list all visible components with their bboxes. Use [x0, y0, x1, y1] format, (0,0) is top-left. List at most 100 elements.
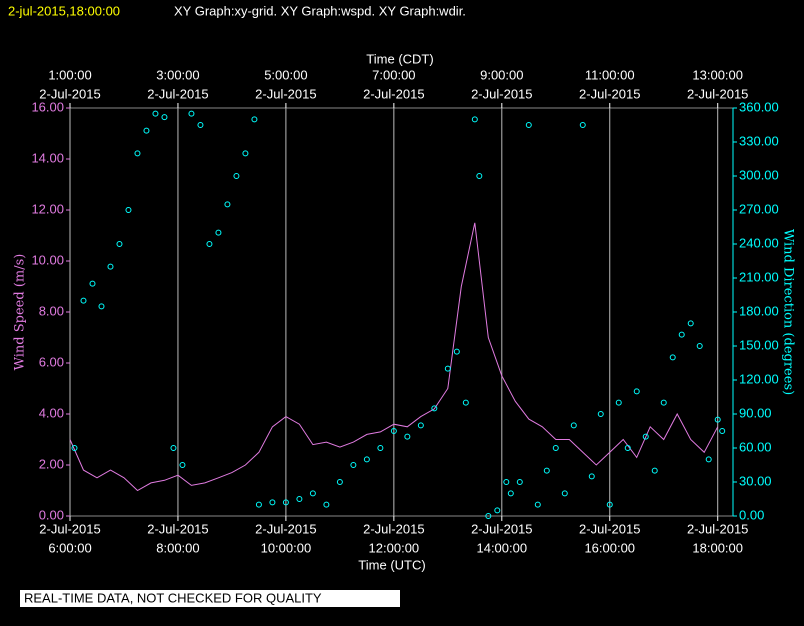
wind-direction-point — [116, 241, 123, 247]
wind-direction-point — [323, 501, 330, 508]
y-tick-label: 14.00 — [31, 150, 64, 165]
wind-direction-point — [134, 150, 141, 157]
wind-direction-point — [71, 445, 78, 451]
y2-tick-label: 90.00 — [739, 405, 772, 420]
y-tick-label: 6.00 — [39, 354, 64, 369]
x2-tick-label: 2-Jul-2015 — [147, 86, 208, 101]
wind-direction-point — [687, 320, 694, 327]
x-tick-label: 6:00:00 — [48, 540, 91, 555]
wind-direction-point — [579, 122, 586, 128]
wind-direction-point — [431, 405, 438, 412]
x2-tick-label: 2-Jul-2015 — [579, 86, 640, 101]
wind-direction-point — [282, 499, 289, 506]
wind-direction-point — [507, 490, 514, 497]
wind-direction-point — [161, 114, 168, 121]
x2-tick-label: 2-Jul-2015 — [687, 86, 748, 101]
y-tick-label: 4.00 — [39, 405, 64, 420]
x-tick-label: 2-Jul-2015 — [147, 521, 208, 536]
wind-direction-point — [503, 479, 510, 485]
footer: REAL-TIME DATA, NOT CHECKED FOR QUALITY — [24, 590, 322, 605]
wind-direction-point — [98, 303, 105, 310]
wind-direction-point — [471, 116, 478, 123]
y2-tick-label: 0.00 — [739, 507, 764, 522]
x2-tick-label: 9:00:00 — [480, 67, 523, 82]
y2-tick-label: 300.00 — [739, 167, 779, 182]
wind-direction-point — [615, 399, 622, 406]
x2-tick-label: 5:00:00 — [264, 67, 307, 82]
x-tick-label: 8:00:00 — [156, 540, 199, 555]
wind-direction-point — [242, 150, 249, 157]
wind-direction-point — [714, 416, 721, 423]
wind-direction-point — [107, 263, 114, 270]
wind-direction-point — [80, 297, 87, 304]
y-tick-label: 8.00 — [39, 303, 64, 318]
wind-direction-point — [485, 513, 492, 519]
footer-box — [20, 590, 400, 607]
x2-tick-label: 2-Jul-2015 — [471, 86, 532, 101]
wind-direction-point — [462, 399, 469, 406]
wind-direction-point — [494, 507, 501, 514]
wind-direction-point — [404, 433, 411, 440]
wind-direction-point — [377, 445, 384, 451]
wind-direction-point — [696, 343, 703, 349]
wind-direction-point — [570, 422, 577, 429]
x2-tick-label: 2-Jul-2015 — [363, 86, 424, 101]
wind-direction-point — [309, 490, 316, 497]
x-tick-label: 2-Jul-2015 — [579, 521, 640, 536]
x2-tick-label: 11:00:00 — [585, 67, 635, 82]
x-tick-label: 2-Jul-2015 — [39, 521, 100, 536]
y2-tick-label: 360.00 — [739, 99, 779, 114]
wind-direction-point — [525, 122, 532, 128]
wind-direction-point — [206, 241, 213, 247]
y2-tick-label: 270.00 — [739, 201, 779, 216]
wind-direction-point — [350, 462, 357, 468]
wind-direction-point — [125, 207, 132, 213]
x-tick-label: 10:00:00 — [261, 540, 312, 555]
wind-direction-point — [516, 479, 523, 485]
y2-tick-label: 210.00 — [739, 269, 779, 284]
y2-tick-label: 150.00 — [739, 337, 779, 352]
wind-direction-point — [534, 501, 541, 508]
wind-direction-point — [719, 428, 726, 434]
x-tick-label: 14:00:00 — [476, 540, 527, 555]
x2-tick-label: 13:00:00 — [692, 67, 743, 82]
wind-direction-point — [197, 122, 204, 128]
y-axis-label: Wind Speed (m/s) — [13, 254, 28, 371]
x2-axis-label: Time (CDT) — [366, 51, 433, 66]
x2-tick-label: 1:00:00 — [48, 67, 91, 82]
wind-direction-point — [336, 479, 343, 485]
y2-axis-label: Wind Direction (degrees) — [781, 229, 796, 395]
wind-direction-point — [152, 110, 159, 117]
wind-direction-point — [624, 445, 631, 451]
x-tick-label: 16:00:00 — [584, 540, 635, 555]
x2-tick-label: 2-Jul-2015 — [39, 86, 100, 101]
wind-direction-point — [170, 445, 177, 451]
wind-direction-point — [588, 473, 595, 480]
wind-direction-point — [660, 399, 667, 406]
wind-direction-point — [705, 456, 712, 463]
x-tick-label: 2-Jul-2015 — [687, 521, 748, 536]
wind-direction-point — [453, 348, 460, 355]
wind-direction-point — [476, 173, 483, 179]
wind-direction-point — [444, 365, 451, 372]
wind-direction-point — [179, 462, 186, 468]
y2-tick-label: 180.00 — [739, 303, 779, 318]
plot-frame — [69, 107, 734, 517]
y2-tick-label: 330.00 — [739, 133, 779, 148]
wind-direction-point — [678, 331, 685, 338]
wind-direction-point — [255, 501, 262, 508]
wind-direction-point — [633, 388, 640, 395]
x-tick-label: 2-Jul-2015 — [363, 521, 424, 536]
wind-direction-point — [251, 116, 258, 123]
y-tick-label: 10.00 — [31, 252, 64, 267]
wind-direction-point — [417, 422, 424, 429]
wind-direction-point — [651, 467, 658, 474]
x2-tick-label: 7:00:00 — [372, 67, 415, 82]
wind-direction-point — [552, 445, 559, 451]
x-tick-label: 2-Jul-2015 — [255, 521, 316, 536]
wind-direction-point — [642, 433, 649, 440]
y-tick-label: 0.00 — [39, 507, 64, 522]
y2-tick-label: 120.00 — [739, 371, 779, 386]
y-tick-label: 16.00 — [31, 99, 64, 114]
